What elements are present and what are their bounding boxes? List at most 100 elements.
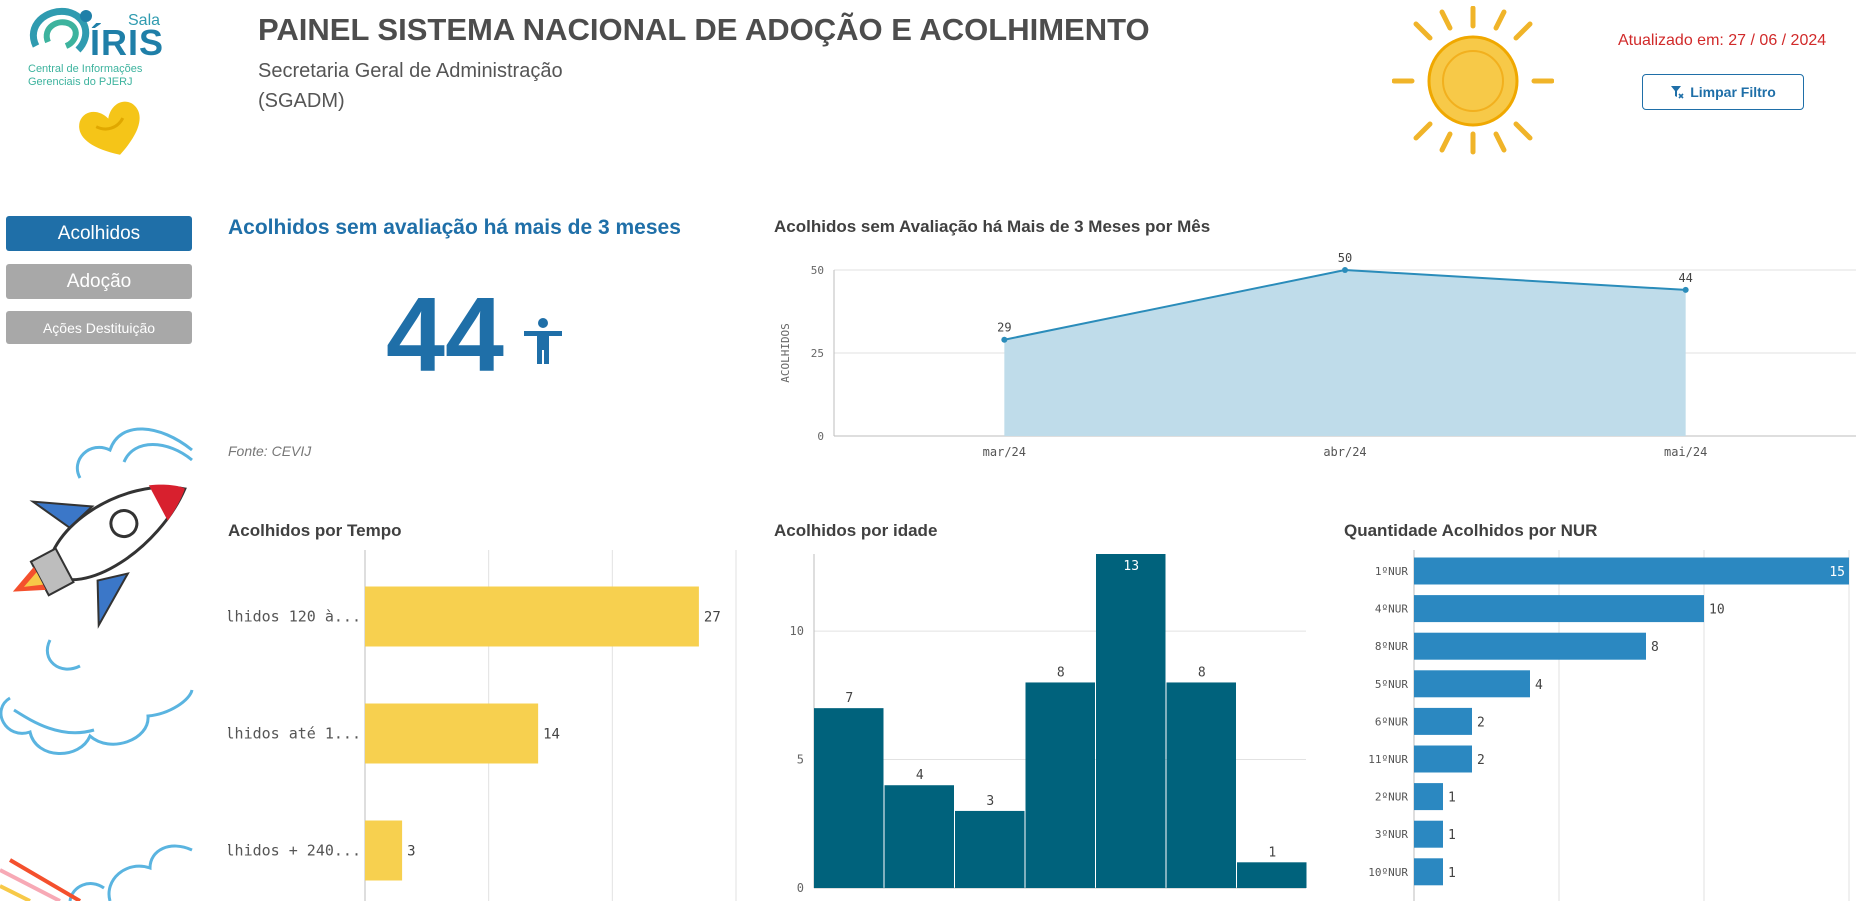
category-label: Acolhidos 120 à... bbox=[228, 608, 361, 626]
y-tick-label: 0 bbox=[797, 881, 804, 895]
data-source: Fonte: CEVIJ bbox=[228, 443, 312, 459]
kpi-title: Acolhidos sem avaliação há mais de 3 mes… bbox=[228, 216, 681, 239]
bar bbox=[1414, 783, 1443, 811]
y-tick-label: 0 bbox=[817, 430, 824, 443]
chart-by-month-title: Acolhidos sem Avaliação há Mais de 3 Mes… bbox=[774, 217, 1211, 236]
y-axis-label: ACOLHIDOS bbox=[779, 323, 792, 383]
data-point bbox=[1342, 267, 1348, 273]
nav-adocao-label: Adoção bbox=[66, 270, 132, 292]
nav-acoes-destituicao-label: Ações Destituição bbox=[42, 319, 156, 336]
data-point bbox=[1682, 286, 1689, 293]
bar bbox=[1414, 670, 1530, 698]
chart-by-age-title: Acolhidos por idade bbox=[774, 521, 938, 540]
data-label: 1 bbox=[1448, 791, 1456, 806]
chart-by-nur: 15 1ºNUR 10 4ºNUR 8 8ºNUR 4 5ºNUR 2 6ºNUR 2 11ºNUR 1… bbox=[1368, 550, 1850, 901]
category-label: 11ºNUR bbox=[1368, 753, 1408, 766]
chart-by-time-title: Acolhidos por Tempo bbox=[228, 521, 402, 540]
logo-iris-text: ÍRIS bbox=[90, 22, 165, 63]
category-label: 5ºNUR bbox=[1375, 678, 1408, 691]
data-label: 8 bbox=[1651, 640, 1659, 655]
nav-acoes-destituicao-button[interactable]: Ações Destituição bbox=[6, 311, 192, 344]
filter-clear-icon bbox=[1671, 86, 1684, 99]
category-label: Acolhidos + 240... bbox=[228, 842, 361, 860]
data-label: 3 bbox=[986, 794, 994, 809]
bar bbox=[1414, 595, 1704, 623]
heart-logo-icon bbox=[79, 101, 140, 155]
category-label: Acolhidos até 1... bbox=[228, 725, 361, 743]
chart-by-time: 27 Acolhidos 120 à... 14 Acolhidos até 1...… bbox=[228, 550, 737, 901]
data-label: 15 bbox=[1829, 565, 1845, 580]
x-tick-label: abr/24 bbox=[1323, 445, 1366, 459]
data-label: 2 bbox=[1477, 715, 1485, 730]
bar bbox=[1025, 682, 1095, 888]
data-label: 13 bbox=[1123, 559, 1139, 574]
bar bbox=[1414, 632, 1646, 660]
data-label: 7 bbox=[845, 691, 853, 706]
bar bbox=[955, 810, 1025, 888]
bar bbox=[365, 586, 699, 647]
sun-decoration-icon bbox=[1392, 6, 1554, 155]
data-label: 29 bbox=[997, 321, 1011, 335]
clear-filter-label: Limpar Filtro bbox=[1690, 84, 1776, 100]
data-label: 8 bbox=[1057, 665, 1065, 680]
category-label: 4ºNUR bbox=[1375, 603, 1408, 616]
bar bbox=[1166, 682, 1236, 888]
data-label: 14 bbox=[543, 727, 560, 743]
category-label: 6ºNUR bbox=[1375, 715, 1408, 728]
iris-logo: Sala ÍRIS Central de Informações Gerenci… bbox=[0, 0, 200, 160]
category-label: 10ºNUR bbox=[1368, 866, 1408, 879]
subtitle-line-2: (SGADM) bbox=[258, 90, 345, 112]
bar bbox=[1414, 557, 1849, 585]
data-label: 2 bbox=[1477, 753, 1485, 768]
bar bbox=[1237, 862, 1307, 888]
data-label: 1 bbox=[1268, 845, 1276, 860]
y-tick-label: 50 bbox=[811, 264, 824, 277]
category-label: 2ºNUR bbox=[1375, 791, 1408, 804]
bar bbox=[365, 820, 403, 881]
data-label: 1 bbox=[1448, 866, 1456, 881]
data-label: 1 bbox=[1448, 828, 1456, 843]
logo-subtitle: Central de Informações Gerenciais do PJE… bbox=[28, 63, 143, 88]
person-icon bbox=[524, 318, 562, 364]
data-label: 44 bbox=[1678, 271, 1692, 285]
data-label: 4 bbox=[1535, 678, 1543, 693]
x-tick-label: mar/24 bbox=[983, 445, 1026, 459]
nav-adocao-button[interactable]: Adoção bbox=[6, 264, 192, 299]
y-tick-label: 5 bbox=[797, 753, 804, 767]
chart-by-age: 0 5 10 7 4 3 8 13 8 1 bbox=[790, 554, 1307, 895]
data-label: 8 bbox=[1198, 665, 1206, 680]
bar bbox=[365, 703, 539, 764]
updated-date: Atualizado em: 27 / 06 / 2024 bbox=[1618, 32, 1827, 49]
category-label: 8ºNUR bbox=[1375, 640, 1408, 653]
area-series bbox=[1004, 270, 1686, 436]
data-point bbox=[1001, 336, 1008, 343]
data-label: 10 bbox=[1709, 603, 1725, 618]
iris-logo-swirl-icon bbox=[29, 7, 92, 53]
subtitle-line-1: Secretaria Geral de Administração bbox=[258, 60, 563, 82]
y-tick-label: 10 bbox=[790, 624, 804, 638]
nav-acolhidos-button[interactable]: Acolhidos bbox=[6, 216, 192, 251]
clear-filter-button[interactable]: Limpar Filtro bbox=[1642, 74, 1804, 110]
category-label: 3ºNUR bbox=[1375, 828, 1408, 841]
y-tick-label: 25 bbox=[811, 347, 824, 360]
chart-by-nur-title: Quantidade Acolhidos por NUR bbox=[1344, 521, 1598, 540]
bar bbox=[1096, 554, 1166, 888]
bar bbox=[1414, 858, 1443, 886]
logo-sala-text: Sala bbox=[128, 12, 161, 29]
chart-by-month: 0 25 50 ACOLHIDOS 29 mar/24 50 abr/24 44 mai/24 bbox=[779, 251, 1856, 459]
page-subtitle: Secretaria Geral de Administração (SGADM… bbox=[258, 56, 658, 116]
data-label: 27 bbox=[704, 610, 721, 626]
data-label: 4 bbox=[916, 768, 924, 783]
bar bbox=[884, 785, 954, 888]
nav-acolhidos-label: Acolhidos bbox=[57, 222, 141, 244]
bar bbox=[1414, 820, 1443, 848]
category-label: 1ºNUR bbox=[1375, 565, 1408, 578]
kpi-value: 44 bbox=[386, 276, 504, 394]
x-tick-label: mai/24 bbox=[1664, 445, 1707, 459]
bar bbox=[814, 708, 884, 888]
data-label: 50 bbox=[1338, 251, 1352, 265]
page-title: PAINEL SISTEMA NACIONAL DE ADOÇÃO E ACOL… bbox=[258, 12, 1150, 47]
bar bbox=[1414, 707, 1472, 735]
rocket-clouds-decoration-icon bbox=[0, 427, 194, 901]
